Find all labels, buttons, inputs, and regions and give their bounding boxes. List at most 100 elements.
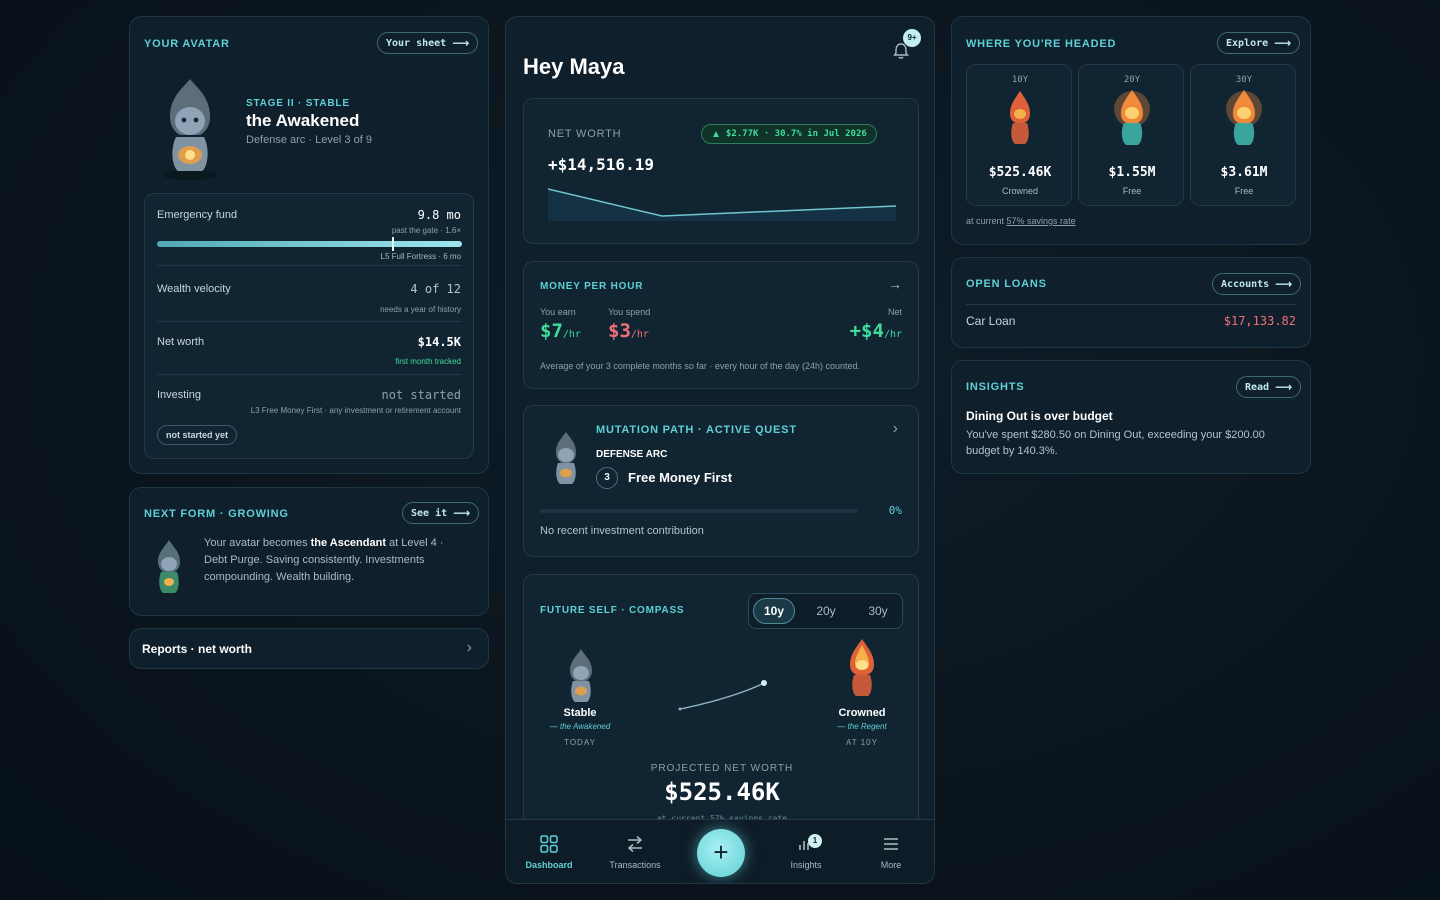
loans-title: OPEN LOANS [966, 278, 1047, 290]
active-quest-card[interactable]: MUTATION PATH · ACTIVE QUEST › DEFENSE A… [523, 405, 919, 557]
notifications-button[interactable]: 9+ [891, 29, 921, 61]
grid-icon [540, 835, 558, 853]
projection-card-10y[interactable]: 10Y $525.46K Crowned [966, 64, 1072, 206]
nav-insights[interactable]: 1 Insights [776, 834, 836, 874]
projection-status: Free [1122, 186, 1142, 196]
projection-value: $1.55M [1108, 165, 1156, 180]
tab-30y-label: 30y [868, 604, 888, 618]
avatar-name: the Awakened [246, 111, 360, 130]
next-form-title: NEXT FORM · GROWING [144, 508, 289, 520]
divider [157, 265, 462, 266]
avatar-stable-small-icon [556, 432, 576, 484]
headed-footnote-pre: at current [966, 216, 1007, 226]
quest-step-number: 3 [596, 467, 618, 489]
avatar-stage: STAGE II · STABLE [246, 98, 350, 109]
accounts-label: Accounts [1221, 278, 1270, 290]
accounts-button[interactable]: Accounts ⟶ [1212, 273, 1302, 295]
nav-transactions[interactable]: Transactions [602, 834, 668, 874]
add-transaction-button[interactable]: + [697, 829, 745, 877]
avatar-stats: Emergency fund 9.8 mo past the gate · 1.… [144, 193, 474, 459]
swap-icon [627, 835, 643, 853]
emergency-fund-note: past the gate · 1.6× [391, 226, 461, 235]
earn-value: $7 [540, 320, 563, 342]
compass-right-name: Crowned [838, 707, 886, 719]
tab-20y[interactable]: 20y [805, 598, 847, 624]
horizon-tabs: 10y 20y 30y [748, 593, 903, 629]
net-value-group: +$4/hr [850, 320, 902, 342]
greeting: Hey Maya [523, 54, 625, 79]
avatar-crowned-icon [850, 639, 874, 696]
loan-amount: $17,133.82 [1223, 314, 1296, 328]
arrow-right-icon: → [888, 276, 902, 292]
bottom-nav: Dashboard Transactions + 1 Insights More [506, 819, 934, 883]
avatar-free-icon [1114, 90, 1150, 145]
reports-net-worth-link[interactable]: Reports · net worth › [129, 628, 489, 669]
see-it-button[interactable]: See it ⟶ [402, 502, 480, 524]
net-worth-title: NET WORTH [548, 128, 622, 140]
investing-value: not started [381, 388, 461, 402]
projection-year: 10Y [1011, 75, 1029, 85]
projected-label: PROJECTED NET WORTH [650, 763, 794, 774]
compass-left-name: Stable [563, 707, 597, 719]
savings-rate-link[interactable]: 57% savings rate [1006, 216, 1076, 226]
reports-label: Reports · net worth [142, 642, 252, 656]
bell-icon [893, 43, 909, 59]
net-value: +$4 [849, 320, 884, 342]
wealth-velocity-label: Wealth velocity [157, 283, 231, 295]
projected-value: $525.46K [664, 778, 780, 806]
avatar-today-icon [570, 649, 592, 702]
explore-label: Explore [1226, 37, 1269, 49]
money-per-hour-footnote: Average of your 3 complete months so far… [540, 361, 861, 371]
investing-note: L3 Free Money First · any investment or … [250, 406, 461, 415]
divider [966, 304, 1296, 305]
nav-more-label: More [880, 860, 902, 870]
loan-row[interactable]: Car Loan $17,133.82 [966, 310, 1296, 336]
your-sheet-label: Your sheet [386, 37, 447, 49]
emergency-fund-value: 9.8 mo [417, 208, 461, 222]
projection-card-30y[interactable]: 30Y $3.61M Free [1190, 64, 1296, 206]
projection-year: 20Y [1123, 75, 1141, 85]
nav-more[interactable]: More [864, 834, 918, 874]
net-worth-note: first month tracked [395, 357, 461, 366]
net-worth-change-text: $2.77K · 30.7% in Jul 2026 [725, 129, 867, 139]
tab-10y-label: 10y [763, 604, 785, 618]
money-per-hour-card[interactable]: MONEY PER HOUR → You earn $7/hr You spen… [523, 261, 919, 389]
chevron-right-icon: › [892, 420, 898, 437]
wealth-velocity-value: 4 of 12 [410, 282, 461, 296]
spend-value: $3 [608, 320, 631, 342]
loan-name: Car Loan [966, 314, 1016, 328]
investing-status-badge: not started yet [157, 425, 238, 445]
compass-right-sub: — the Regent [837, 722, 887, 731]
arrow-up-icon: ▲ [711, 128, 721, 140]
earn-unit: /hr [562, 329, 581, 340]
earn-label: You earn [540, 307, 576, 317]
compass-left-when: TODAY [564, 738, 596, 747]
quest-status: No recent investment contribution [540, 525, 704, 537]
insight-body: You've spent $280.50 on Dining Out, exce… [966, 429, 1265, 457]
net-worth-sparkline [548, 188, 896, 221]
tab-10y[interactable]: 10y [753, 598, 795, 624]
tab-30y[interactable]: 30y [857, 598, 899, 624]
read-button[interactable]: Read ⟶ [1236, 376, 1302, 398]
avatar-free-icon [1226, 90, 1262, 145]
net-unit: /hr [883, 329, 902, 340]
net-worth-card[interactable]: NET WORTH ▲ $2.77K · 30.7% in Jul 2026 +… [523, 98, 919, 244]
explore-button[interactable]: Explore ⟶ [1217, 32, 1301, 54]
avatar-stable-icon [162, 79, 218, 180]
nav-dashboard[interactable]: Dashboard [520, 834, 578, 874]
menu-icon [884, 838, 898, 850]
read-label: Read [1245, 381, 1270, 393]
net-worth-amount: +$14,516.19 [548, 155, 654, 174]
emergency-fund-progress-fill [157, 241, 462, 247]
compass-trajectory-line [678, 680, 767, 711]
insights-badge: 1 [808, 834, 822, 848]
arrow-right-icon: ⟶ [1274, 36, 1292, 50]
your-sheet-button[interactable]: Your sheet ⟶ [377, 32, 479, 54]
avatar-ascendant-icon [158, 540, 180, 593]
spend-unit: /hr [630, 329, 649, 340]
projection-card-20y[interactable]: 20Y $1.55M Free [1078, 64, 1184, 206]
next-form-text-pre: Your avatar becomes [204, 537, 311, 549]
insight-headline: Dining Out is over budget [966, 409, 1113, 423]
nav-insights-label: Insights [790, 860, 822, 870]
insights-title: INSIGHTS [966, 381, 1025, 393]
